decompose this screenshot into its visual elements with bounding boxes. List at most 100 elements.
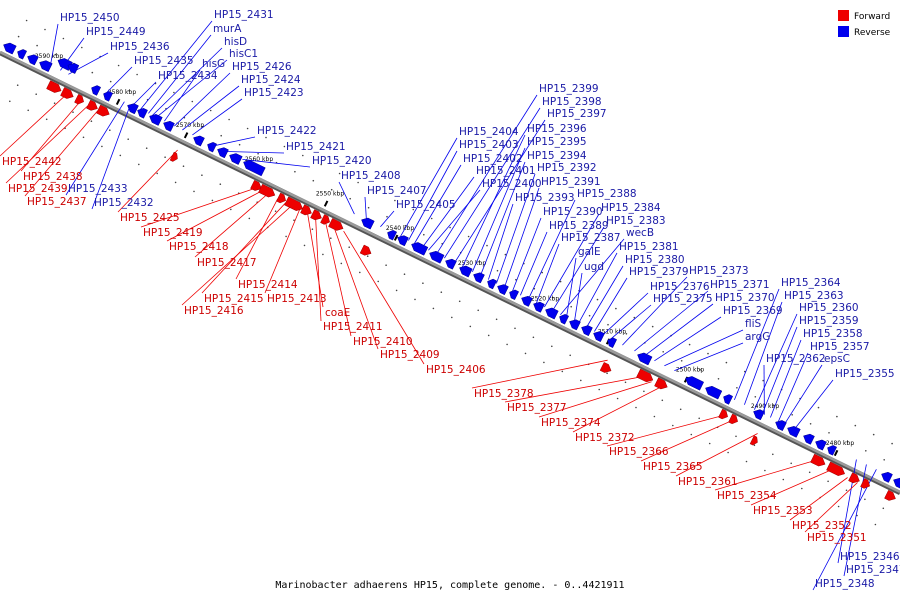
- gene-leader-line: [428, 189, 481, 251]
- gene-leader-line: [602, 292, 649, 336]
- gene-leader-line: [664, 329, 744, 367]
- gene-leader-line: [164, 69, 201, 122]
- forward-gene-arrow: [718, 408, 729, 420]
- tick-dot-reverse-outer: [541, 271, 543, 274]
- tick-dot-reverse: [515, 278, 517, 281]
- tick-dot-reverse-outer: [504, 253, 507, 256]
- gene-leader-line: [181, 205, 292, 306]
- gene-leader-line: [762, 326, 798, 414]
- tick-dot-reverse-outer: [228, 118, 230, 121]
- reverse-gene-label: murA: [213, 23, 242, 35]
- tick-dot-reverse-outer: [615, 307, 617, 310]
- tick-dot-forward-outer: [174, 181, 177, 184]
- tick-dot-reverse: [17, 35, 20, 38]
- tick-dot-reverse-outer: [136, 73, 138, 76]
- gene-leader-line: [610, 304, 652, 340]
- reverse-gene-label: ugd: [584, 261, 604, 273]
- tick-dot-forward-outer: [690, 433, 693, 436]
- gene-leader-line: [174, 72, 231, 127]
- reverse-gene-arrow: [827, 445, 838, 456]
- tick-dot-reverse-outer: [467, 235, 470, 238]
- tick-dot-reverse: [865, 450, 867, 452]
- tick-dot-forward-outer: [395, 289, 398, 292]
- gene-leader-line: [156, 59, 228, 118]
- tick-dot-forward-outer: [874, 523, 877, 526]
- tick-dot-reverse: [294, 170, 296, 173]
- tick-dot-reverse-outer: [891, 442, 893, 445]
- reverse-gene-label: HP15_2358: [803, 328, 863, 340]
- gene-leader-line: [307, 213, 324, 308]
- gene-leader-line: [812, 469, 877, 591]
- reverse-gene-arrow: [581, 325, 593, 337]
- forward-gene-arrow: [276, 192, 286, 204]
- tick-dot-forward-outer: [561, 370, 564, 373]
- reverse-gene-label: HP15_2431: [214, 9, 274, 21]
- tick-dot-forward: [643, 390, 645, 393]
- reverse-gene-label: HP15_2407: [367, 185, 427, 197]
- tick-dot-forward-outer: [764, 469, 766, 472]
- forward-gene-label: HP15_2418: [169, 241, 229, 253]
- tick-dot-reverse: [551, 296, 554, 299]
- gene-leader-line: [520, 231, 548, 296]
- reverse-gene-label: HP15_2401: [476, 165, 536, 177]
- forward-gene-label: HP15_2413: [267, 293, 327, 305]
- gene-leader-line: [364, 196, 367, 221]
- forward-gene-arrow: [74, 93, 84, 105]
- reverse-gene-arrow: [39, 60, 53, 73]
- reverse-gene-arrow: [497, 284, 509, 296]
- reverse-gene-arrow: [803, 433, 815, 445]
- gene-leader-line: [578, 252, 618, 324]
- forward-gene-arrow: [599, 362, 612, 373]
- tick-dot-forward-outer: [543, 361, 545, 364]
- tick-dot-forward-outer: [487, 334, 490, 337]
- tick-label: 2560 kbp: [245, 156, 273, 163]
- reverse-gene-arrow: [593, 331, 605, 343]
- tick-dot-reverse-outer: [209, 109, 212, 112]
- tick-dot-forward-outer: [580, 379, 582, 382]
- tick-dot-reverse: [54, 53, 57, 56]
- tick-label: 2520 kbp: [531, 296, 559, 303]
- gene-leader-line: [472, 147, 526, 272]
- forward-gene-arrow: [654, 377, 668, 390]
- tick-dot-forward: [514, 327, 516, 330]
- forward-gene-label: HP15_2366: [609, 446, 669, 458]
- reverse-gene-arrow: [163, 120, 175, 132]
- reverse-gene-label: HP15_2364: [781, 277, 841, 289]
- forward-gene-label: HP15_2365: [643, 461, 703, 473]
- reverse-gene-arrow: [487, 278, 498, 290]
- forward-gene-label: HP15_2354: [717, 490, 777, 502]
- reverse-gene-label: HP15_2423: [244, 87, 304, 99]
- tick-label: 2500 kbp: [676, 367, 704, 374]
- tick-dot-reverse-outer: [265, 136, 267, 139]
- gene-leader-line: [5, 105, 88, 184]
- reverse-gene-label: HP15_2380: [625, 254, 685, 266]
- reverse-gene-label: HP15_2402: [463, 153, 523, 165]
- tick-dot-reverse-outer: [62, 37, 65, 40]
- reverse-gene-label: HP15_2369: [723, 305, 783, 317]
- reverse-gene-arrow: [27, 54, 39, 66]
- legend-forward-label: Forward: [854, 12, 890, 22]
- gene-leader-line: [91, 104, 131, 210]
- gene-leader-line: [674, 342, 744, 371]
- gene-leader-line: [528, 199, 576, 300]
- forward-gene-arrow: [284, 196, 304, 211]
- reverse-gene-arrow: [723, 394, 734, 405]
- tick-dot-reverse-outer: [762, 379, 764, 382]
- reverse-gene-label: HP15_2390: [543, 206, 603, 218]
- tick-dot-reverse-outer: [449, 226, 451, 229]
- reverse-gene-label: hisC1: [229, 48, 258, 60]
- tick-dot-reverse: [128, 89, 130, 92]
- reverse-gene-label: HP15_2397: [547, 108, 607, 120]
- gene-leader-line: [182, 85, 240, 131]
- reverse-gene-arrow: [545, 307, 559, 320]
- tick-dot-reverse-outer: [173, 91, 175, 94]
- tick-dot-forward-outer: [782, 478, 785, 481]
- tick-dot-reverse: [883, 459, 885, 461]
- gene-leader-line: [714, 460, 814, 491]
- gene-leader-line: [242, 159, 311, 168]
- tick-dot-forward-outer: [432, 307, 435, 310]
- gene-leader-line: [333, 226, 379, 350]
- tick-label: 2580 kbp: [108, 89, 136, 96]
- gene-leader-line: [65, 101, 125, 196]
- reverse-gene-arrow: [775, 420, 787, 432]
